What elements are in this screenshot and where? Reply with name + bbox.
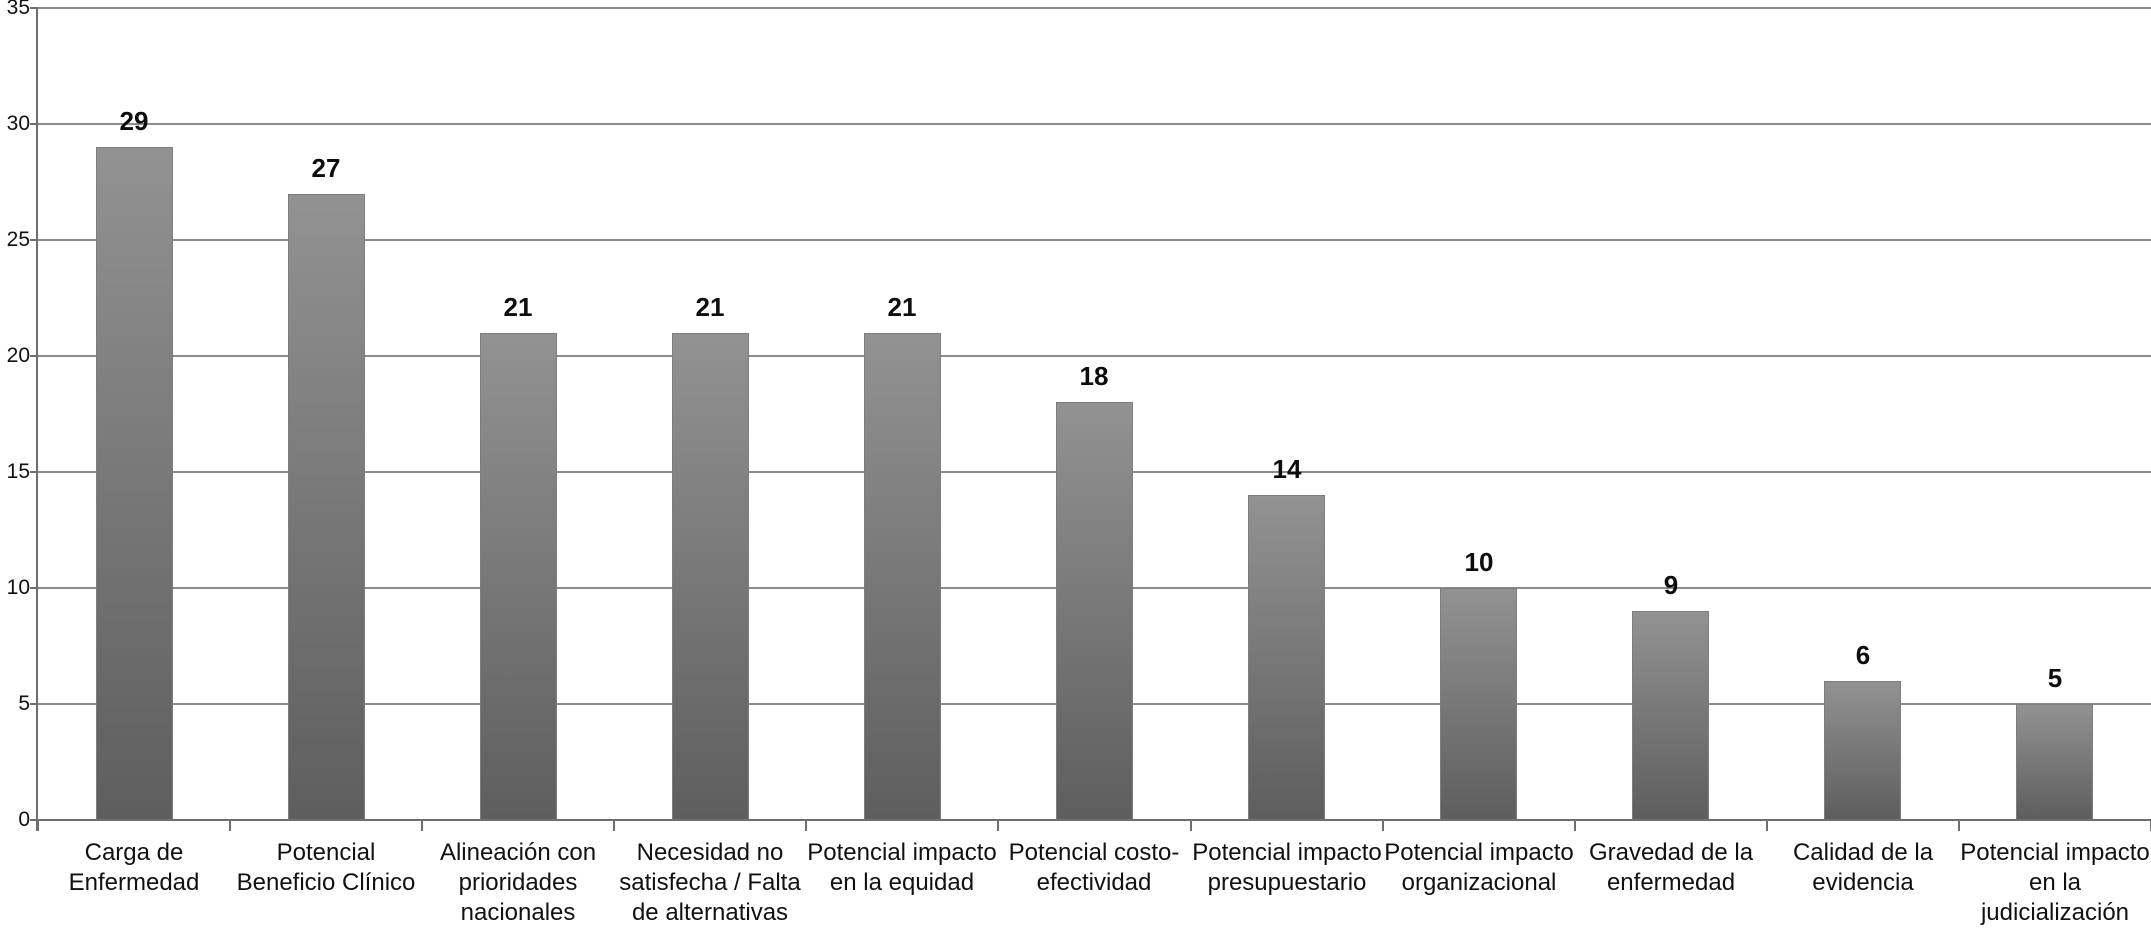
bar: [1824, 681, 1901, 820]
bar-value-label: 6: [1855, 640, 1871, 670]
category-label: Potencial impacto organizacional: [1369, 838, 1589, 898]
category-label-line: efectividad: [1036, 869, 1152, 896]
category-label-line: Carga de: [84, 839, 184, 866]
x-tick: [1190, 820, 1192, 831]
x-tick: [613, 820, 615, 831]
category-label-line: presupuestario: [1207, 869, 1367, 896]
y-tick: [30, 7, 38, 9]
gridline: [38, 7, 2151, 9]
gridline: [38, 123, 2151, 125]
category-label-line: Alineación con: [439, 839, 597, 866]
x-tick: [37, 820, 39, 831]
bar-value-label: 9: [1663, 570, 1679, 600]
category-label: Potencial Beneficio Clínico: [216, 838, 436, 898]
bar-value-label: 5: [2047, 663, 2063, 693]
category-label-line: en la: [2028, 869, 2082, 896]
bar-value-label: 21: [503, 292, 533, 322]
gridline: [38, 355, 2151, 357]
category-label-line: Potencial impacto: [1960, 839, 2150, 866]
y-tick-label: 0: [18, 808, 30, 831]
category-label-line: organizacional: [1401, 869, 1557, 896]
category-label-line: Potencial impacto: [1192, 839, 1382, 866]
x-tick: [421, 820, 423, 831]
bar-value-label: 29: [119, 106, 149, 136]
category-label: Alineación con prioridades nacionales: [408, 838, 628, 928]
category-label-line: de alternativas: [631, 899, 789, 926]
category-label-line: evidencia: [1812, 869, 1914, 896]
y-tick: [30, 819, 38, 821]
x-tick: [805, 820, 807, 831]
bar: [672, 333, 749, 820]
category-label-line: Potencial: [276, 839, 376, 866]
y-tick-label: 35: [6, 0, 30, 19]
bar: [1440, 588, 1517, 820]
category-label-line: Potencial impacto: [1384, 839, 1574, 866]
category-label-line: Necesidad no: [636, 839, 784, 866]
x-tick: [1382, 820, 1384, 831]
y-tick: [30, 703, 38, 705]
category-label-line: judicialización: [1980, 899, 2130, 926]
category-label-line: Gravedad de la: [1588, 839, 1754, 866]
bar-value-label: 18: [1079, 361, 1109, 391]
y-tick-label: 10: [6, 576, 30, 599]
bar-value-label: 10: [1464, 547, 1494, 577]
category-label-line: en la equidad: [829, 869, 975, 896]
y-tick: [30, 123, 38, 125]
x-tick: [1958, 820, 1960, 831]
category-label-line: Enfermedad: [68, 869, 200, 896]
category-label: Carga de Enfermedad: [24, 838, 244, 898]
y-tick-label: 20: [6, 344, 30, 367]
x-tick: [1766, 820, 1768, 831]
bar: [96, 147, 173, 820]
bar: [288, 194, 365, 820]
bar-value-label: 21: [695, 292, 725, 322]
bar-value-label: 21: [887, 292, 917, 322]
y-axis-line: [36, 7, 38, 831]
bar-value-label: 27: [311, 153, 341, 183]
category-label-line: Calidad de la: [1792, 839, 1934, 866]
y-tick: [30, 355, 38, 357]
y-tick: [30, 239, 38, 241]
bar: [480, 333, 557, 820]
category-label: Necesidad no satisfecha / Falta de alterna…: [600, 838, 820, 928]
y-tick: [30, 587, 38, 589]
x-tick: [997, 820, 999, 831]
y-tick-label: 15: [6, 460, 30, 483]
category-label: Gravedad de la enfermedad: [1561, 838, 1781, 898]
x-tick: [1574, 820, 1576, 831]
x-axis-line: [38, 819, 2151, 821]
bar: [1632, 611, 1709, 820]
bar: [864, 333, 941, 820]
category-label-line: Potencial costo-: [1008, 839, 1180, 866]
category-label: Potencial costo-efectividad: [984, 838, 1204, 898]
category-label-line: satisfecha / Falta: [619, 869, 801, 896]
x-tick: [229, 820, 231, 831]
y-tick: [30, 471, 38, 473]
category-label: Potencial impacto en la judicialización: [1945, 838, 2151, 928]
category-label-line: Beneficio Clínico: [236, 869, 416, 896]
category-label: Potencial impacto en la equidad: [792, 838, 1012, 898]
category-label-line: prioridades: [458, 869, 578, 896]
bar: [2016, 704, 2093, 820]
gridline: [38, 239, 2151, 241]
category-label: Calidad de la evidencia: [1753, 838, 1973, 898]
category-label-line: Potencial impacto: [807, 839, 997, 866]
bar-value-label: 14: [1272, 454, 1302, 484]
y-tick-label: 5: [18, 692, 30, 715]
bar: [1248, 495, 1325, 820]
category-label: Potencial impacto presupuestario: [1177, 838, 1397, 898]
category-label-line: enfermedad: [1606, 869, 1736, 896]
y-tick-label: 25: [6, 228, 30, 251]
category-label-line: nacionales: [460, 899, 576, 926]
bar: [1056, 402, 1133, 820]
y-tick-label: 30: [6, 112, 30, 135]
